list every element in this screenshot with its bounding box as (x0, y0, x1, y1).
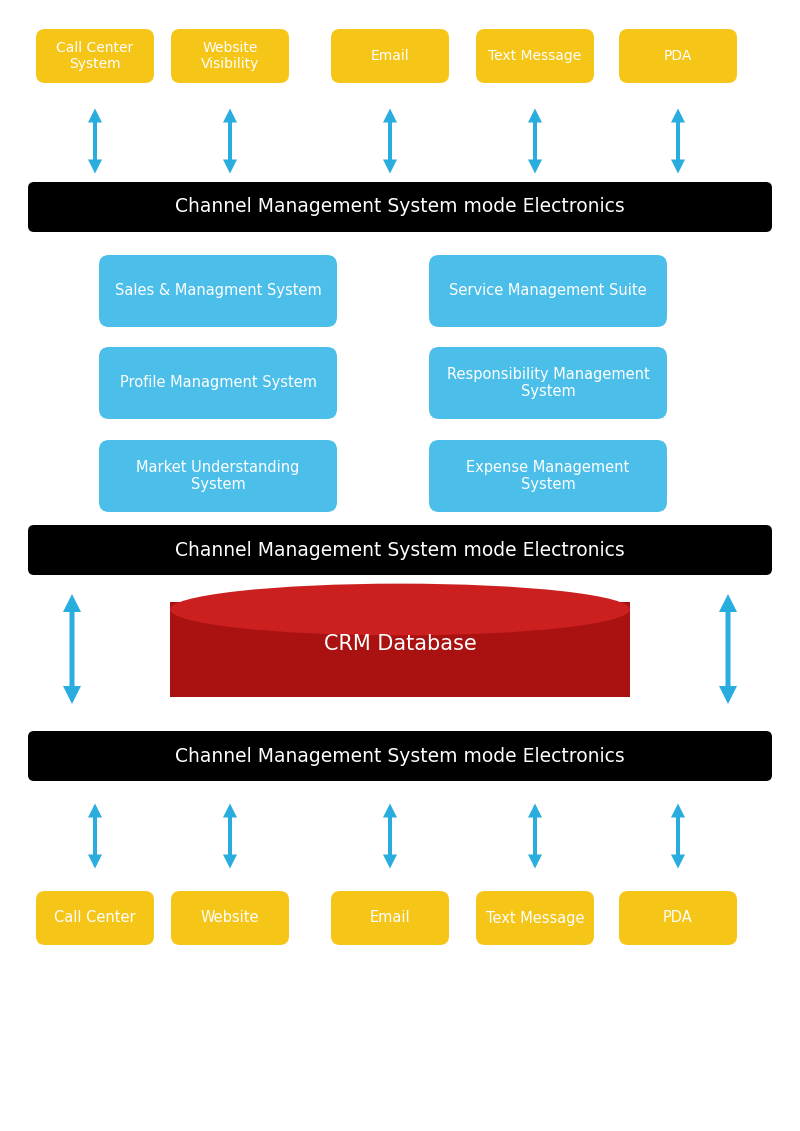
Polygon shape (528, 803, 542, 869)
FancyBboxPatch shape (476, 891, 594, 946)
FancyBboxPatch shape (171, 891, 289, 946)
FancyBboxPatch shape (331, 29, 449, 83)
FancyBboxPatch shape (429, 440, 667, 512)
FancyBboxPatch shape (28, 182, 772, 232)
Text: Website
Visibility: Website Visibility (201, 41, 259, 71)
FancyBboxPatch shape (36, 891, 154, 946)
Text: Profile Managment System: Profile Managment System (119, 375, 317, 390)
Text: Website: Website (201, 910, 259, 925)
Polygon shape (223, 803, 237, 869)
Text: Service Management Suite: Service Management Suite (449, 284, 647, 299)
Ellipse shape (170, 631, 630, 694)
Polygon shape (383, 109, 397, 173)
Text: Call Center: Call Center (54, 910, 136, 925)
Polygon shape (63, 594, 81, 703)
Text: CRM Database: CRM Database (324, 634, 476, 654)
Text: Text Message: Text Message (486, 910, 584, 925)
Text: Sales & Managment System: Sales & Managment System (114, 284, 322, 299)
FancyBboxPatch shape (28, 525, 772, 575)
Text: Channel Management System mode Electronics: Channel Management System mode Electroni… (175, 198, 625, 216)
Text: Channel Management System mode Electronics: Channel Management System mode Electroni… (175, 746, 625, 766)
Polygon shape (719, 594, 737, 703)
Text: Market Understanding
System: Market Understanding System (136, 460, 300, 492)
FancyBboxPatch shape (619, 29, 737, 83)
Text: Call Center
System: Call Center System (56, 41, 134, 71)
FancyBboxPatch shape (36, 29, 154, 83)
Text: PDA: PDA (663, 910, 693, 925)
Text: Channel Management System mode Electronics: Channel Management System mode Electroni… (175, 541, 625, 560)
FancyBboxPatch shape (28, 731, 772, 782)
FancyBboxPatch shape (99, 347, 337, 418)
Polygon shape (383, 803, 397, 869)
FancyBboxPatch shape (171, 29, 289, 83)
Text: Email: Email (370, 49, 410, 63)
FancyBboxPatch shape (476, 29, 594, 83)
FancyBboxPatch shape (170, 602, 630, 697)
Polygon shape (88, 803, 102, 869)
Polygon shape (88, 109, 102, 173)
Polygon shape (223, 109, 237, 173)
FancyBboxPatch shape (99, 254, 337, 327)
Ellipse shape (170, 584, 630, 636)
Text: Text Message: Text Message (488, 49, 582, 63)
FancyBboxPatch shape (99, 440, 337, 512)
FancyBboxPatch shape (429, 254, 667, 327)
Text: Expense Management
System: Expense Management System (466, 460, 630, 492)
Polygon shape (671, 803, 685, 869)
Text: Email: Email (370, 910, 410, 925)
Polygon shape (671, 109, 685, 173)
Polygon shape (528, 109, 542, 173)
Text: Responsibility Management
System: Responsibility Management System (446, 366, 650, 399)
FancyBboxPatch shape (429, 347, 667, 418)
FancyBboxPatch shape (331, 891, 449, 946)
FancyBboxPatch shape (619, 891, 737, 946)
Text: PDA: PDA (664, 49, 692, 63)
